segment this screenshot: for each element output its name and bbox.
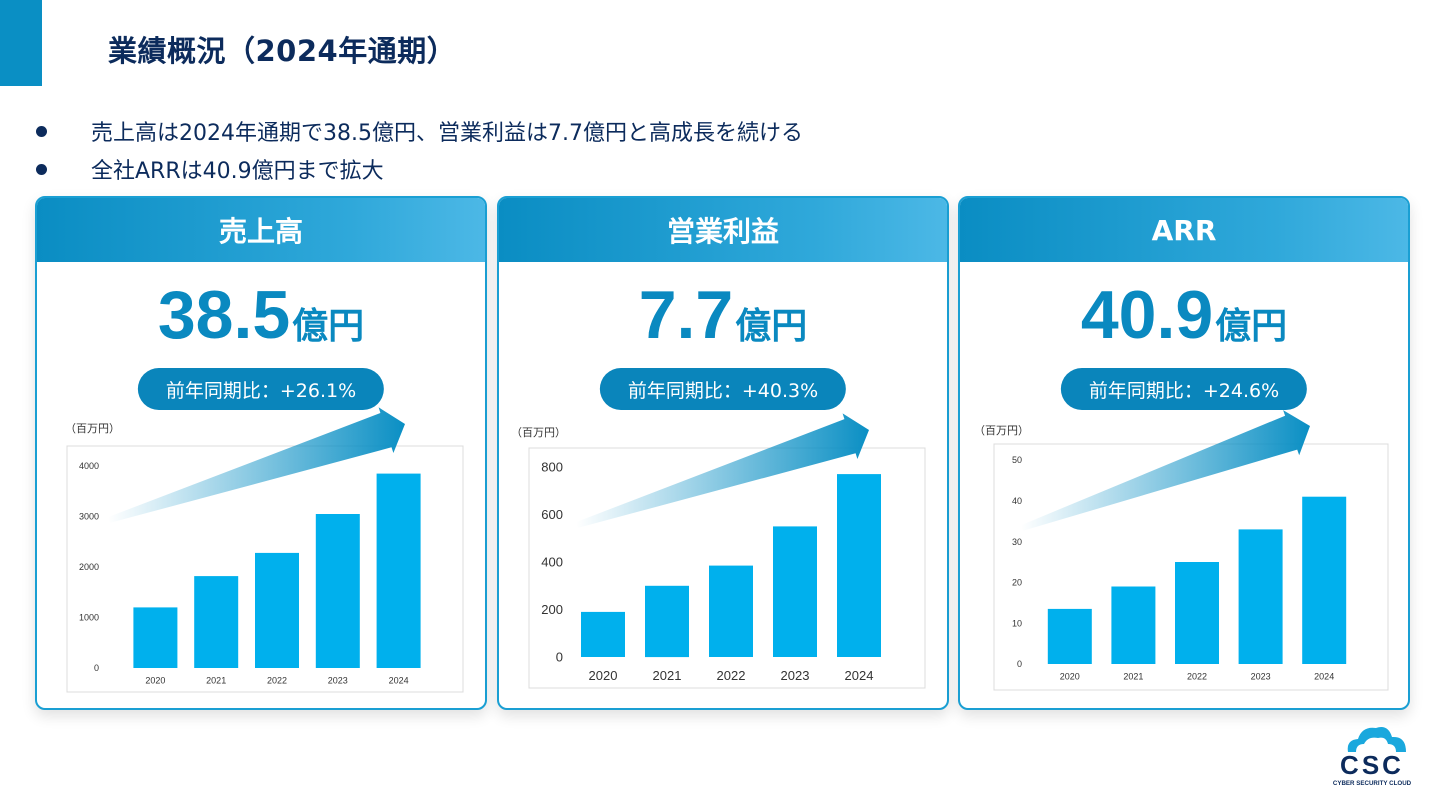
chart-unit-label: （百万円） bbox=[65, 422, 120, 435]
y-tick-label: 40 bbox=[1012, 496, 1022, 506]
x-tick-label: 2023 bbox=[781, 668, 810, 683]
bar-2020 bbox=[133, 607, 178, 668]
growth-arrow-shape bbox=[576, 413, 869, 528]
growth-arrow-icon bbox=[576, 413, 869, 528]
csc-logo: CSC CYBER SECURITY CLOUD bbox=[1333, 727, 1412, 787]
y-tick-label: 50 bbox=[1012, 455, 1022, 465]
bullet-text: 全社ARRは40.9億円まで拡大 bbox=[91, 159, 384, 184]
bar-2020 bbox=[581, 611, 625, 657]
y-tick-label: 1000 bbox=[79, 613, 99, 623]
x-tick-label: 2021 bbox=[1123, 672, 1143, 682]
bullet-dot-icon bbox=[36, 125, 47, 137]
y-tick-label: 0 bbox=[556, 650, 563, 665]
page-title: 業績概況（2024年通期） bbox=[108, 34, 457, 68]
y-tick-label: 400 bbox=[541, 555, 563, 570]
y-tick-label: 600 bbox=[541, 507, 563, 522]
bar-2022 bbox=[1175, 562, 1219, 664]
y-tick-label: 20 bbox=[1012, 578, 1022, 588]
card-header: 営業利益 bbox=[499, 198, 947, 262]
x-tick-label: 2024 bbox=[389, 676, 409, 686]
x-tick-label: 2023 bbox=[1251, 672, 1271, 682]
value-number: 38.5 bbox=[157, 277, 291, 353]
yoy-growth-badge: 前年同期比：+24.6% bbox=[1060, 368, 1308, 410]
operating-profit-card: 営業利益 7.7億円 前年同期比：+40.3% （百万円） 0 200 400 600… bbox=[497, 196, 949, 710]
arr-card: ARR 40.9億円 前年同期比：+24.6% （百万円） 0 10 20 30 40 5… bbox=[958, 196, 1410, 710]
x-tick-label: 2022 bbox=[1187, 672, 1207, 682]
y-tick-label: 200 bbox=[541, 602, 563, 617]
y-tick-label: 2000 bbox=[79, 562, 99, 572]
bar-2021 bbox=[194, 576, 239, 668]
bar-2024 bbox=[837, 474, 881, 657]
headline-value: 40.9億円 bbox=[960, 276, 1408, 354]
logo-subtitle: CYBER SECURITY CLOUD bbox=[1333, 780, 1412, 787]
value-unit: 億円 bbox=[735, 306, 808, 347]
bar-2023 bbox=[1238, 529, 1283, 664]
y-tick-label: 10 bbox=[1012, 618, 1022, 628]
y-tick-label: 4000 bbox=[79, 461, 99, 471]
logo-wordmark: CSC bbox=[1340, 750, 1404, 780]
bar-2022 bbox=[709, 565, 753, 657]
chart-unit-label: （百万円） bbox=[511, 426, 566, 439]
x-tick-label: 2020 bbox=[589, 668, 618, 683]
y-tick-label: 800 bbox=[541, 460, 563, 475]
value-unit: 億円 bbox=[1215, 306, 1288, 347]
yoy-growth-badge: 前年同期比：+40.3% bbox=[599, 368, 847, 410]
chart-unit-label: （百万円） bbox=[974, 424, 1029, 437]
y-tick-label: 3000 bbox=[79, 512, 99, 522]
cloud-icon bbox=[1347, 727, 1406, 752]
bar-2021 bbox=[1111, 586, 1156, 664]
value-number: 40.9 bbox=[1080, 277, 1214, 353]
x-tick-label: 2021 bbox=[206, 676, 226, 686]
headline-value: 7.7億円 bbox=[499, 276, 947, 354]
x-tick-label: 2020 bbox=[1060, 672, 1080, 682]
growth-arrow-icon bbox=[108, 407, 405, 523]
bullet-item: 全社ARRは40.9億円まで拡大 bbox=[32, 150, 803, 188]
headline-value: 38.5億円 bbox=[37, 276, 485, 354]
bar-2022 bbox=[255, 552, 299, 668]
title-accent-block bbox=[0, 0, 42, 86]
revenue-bar-chart: 0 1000 2000 3000 4000 2020 2021 2022 2023 2024 bbox=[66, 407, 464, 693]
bar-2023 bbox=[773, 526, 817, 657]
growth-arrow-icon bbox=[1021, 410, 1310, 531]
growth-arrow-shape bbox=[108, 407, 405, 523]
x-tick-label: 2024 bbox=[845, 668, 874, 683]
summary-bullets: 売上高は2024年通期で38.5億円、営業利益は7.7億円と高成長を続ける 全社… bbox=[32, 112, 803, 188]
x-tick-label: 2023 bbox=[328, 676, 348, 686]
bar-2023 bbox=[315, 514, 360, 668]
bar-2020 bbox=[1047, 608, 1092, 664]
bullet-dot-icon bbox=[36, 163, 47, 175]
bullet-text: 売上高は2024年通期で38.5億円、営業利益は7.7億円と高成長を続ける bbox=[91, 121, 803, 146]
y-tick-label: 0 bbox=[94, 663, 99, 673]
revenue-card: 売上高 38.5億円 前年同期比：+26.1% （百万円） 0 1000 2000 3… bbox=[35, 196, 487, 710]
growth-arrow-shape bbox=[1021, 410, 1310, 531]
x-tick-label: 2020 bbox=[145, 676, 165, 686]
y-tick-label: 30 bbox=[1012, 537, 1022, 547]
bullet-item: 売上高は2024年通期で38.5億円、営業利益は7.7億円と高成長を続ける bbox=[32, 112, 803, 150]
x-tick-label: 2024 bbox=[1314, 672, 1334, 682]
operating-profit-bar-chart: 0 200 400 600 800 2020 2021 2022 2023 2024 bbox=[528, 413, 926, 689]
value-unit: 億円 bbox=[292, 306, 365, 347]
yoy-growth-badge: 前年同期比：+26.1% bbox=[137, 368, 385, 410]
arr-bar-chart: 0 10 20 30 40 50 2020 2021 2022 2023 2024 bbox=[993, 410, 1389, 691]
bar-2024 bbox=[1302, 496, 1347, 664]
x-tick-label: 2022 bbox=[267, 676, 287, 686]
bar-2021 bbox=[645, 585, 689, 658]
bar-2024 bbox=[376, 473, 421, 668]
y-tick-label: 0 bbox=[1017, 659, 1022, 669]
x-tick-label: 2021 bbox=[653, 668, 682, 683]
x-tick-label: 2022 bbox=[717, 668, 746, 683]
card-header: ARR bbox=[960, 198, 1408, 262]
card-header: 売上高 bbox=[37, 198, 485, 262]
value-number: 7.7 bbox=[638, 277, 734, 353]
